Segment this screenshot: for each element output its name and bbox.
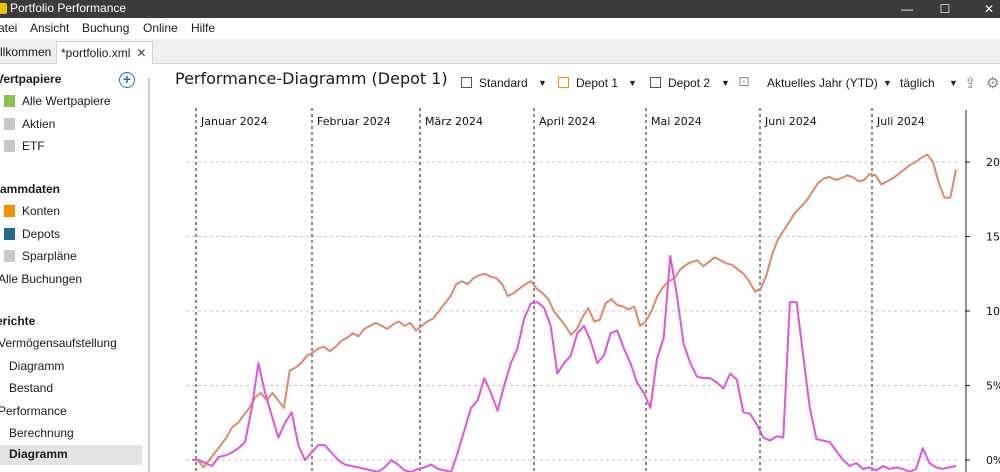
month-label: Februar 2024 [317,115,391,128]
y-tick-label: 5% [986,380,1000,393]
add-watchlist-icon[interactable]: + [119,72,135,88]
checkbox-icon [461,77,472,88]
taxonomy-icon [4,118,15,130]
checkbox-icon [650,77,661,88]
taxonomy-icon [4,140,15,152]
section-securities: Vertpapiere [0,72,62,86]
close-window-button[interactable]: ✕ [983,2,995,16]
app-icon [0,3,7,14]
month-label: Juli 2024 [876,115,925,128]
toggle-depot-1[interactable]: Depot 1 [558,76,618,92]
sidebar-item-label: Alle Buchungen [0,272,83,286]
account-icon [4,205,15,217]
sidebar-item-label: Depots [22,227,61,241]
sidebar-item-statement-of-assets[interactable]: Vermögensaufstellung [0,334,117,354]
settings-gear-icon[interactable]: ⚙ [986,75,1000,92]
sidebar-item-label: Berechnung [9,426,74,440]
sidebar-item-calculation[interactable]: Berechnung [9,424,74,444]
checkbox-icon [558,77,569,88]
menu-view[interactable]: Ansicht [30,21,70,35]
month-label: Mai 2024 [651,115,702,128]
series-line-depot-2 [192,254,957,472]
depot-1-dropdown-icon[interactable]: ▼ [628,78,637,88]
period-label: Aktuelles Jahr (YTD) [767,76,878,90]
title-bar: Portfolio Performance — ☐ ✕ [0,0,1000,18]
month-label: April 2024 [539,115,596,128]
sidebar-item-savings-plans[interactable]: Sparpläne [4,247,77,267]
window-title: Portfolio Performance [10,1,127,15]
interval-selector[interactable]: täglich [900,76,935,92]
sidebar-item-all-securities[interactable]: Alle Wertpapiere [4,92,111,112]
main-panel: Performance-Diagramm (Depot 1) Standard … [160,64,1000,472]
page-title: Performance-Diagramm (Depot 1) [175,69,448,88]
sidebar-item-label: Konten [22,204,61,218]
toggle-standard-label: Standard [479,76,528,90]
sidebar-item-label: Bestand [9,381,54,395]
sidebar-item-label: Vermögensaufstellung [0,336,117,350]
savings-plan-icon [4,250,15,262]
navigation-sidebar: Vertpapiere + Alle Wertpapiere Aktien ET… [0,64,158,472]
sidebar-item-accounts[interactable]: Konten [4,202,60,222]
section-reports: erichte [0,314,36,328]
menu-help[interactable]: Hilfe [191,21,216,35]
sidebar-item-label: Alle Wertpapiere [22,94,111,108]
export-icon[interactable]: ⇪ [964,75,977,92]
month-label: Juni 2024 [764,115,817,128]
sidebar-item-label: Diagramm [9,447,68,461]
y-tick-label: 20% [986,156,1000,169]
y-tick-label: 10% [986,305,1000,318]
editor-tabs: llkommen *portfolio.xml ✕ [0,39,1000,64]
sidebar-item-label: Performance [0,404,67,418]
menu-file[interactable]: atei [0,21,18,35]
minimize-button[interactable]: — [901,2,913,16]
sidebar-item-performance[interactable]: Performance [0,402,67,422]
sidebar-item-stocks[interactable]: Aktien [4,115,55,135]
period-dropdown-icon[interactable]: ▼ [883,78,892,88]
month-label: März 2024 [425,115,483,128]
securities-icon [4,95,15,107]
y-tick-label: 0% [986,454,1000,467]
interval-dropdown-icon[interactable]: ▼ [949,78,958,88]
sidebar-item-label: Sparpläne [22,249,77,263]
sidebar-item-label: ETF [22,139,45,153]
tab-portfolio[interactable]: *portfolio.xml ✕ [56,41,154,64]
toggle-depot-2[interactable]: Depot 2 [650,76,710,92]
interval-label: täglich [900,76,935,90]
add-series-icon[interactable]: ⊡ [738,73,750,89]
performance-chart: 20% 15% 10% 5% 0% Januar 2024 Februar 2024 März… [186,108,1000,472]
sidebar-item-all-transactions[interactable]: Alle Buchungen [0,270,82,290]
sidebar-item-performance-chart[interactable]: Diagramm [0,445,142,465]
period-selector[interactable]: Aktuelles Jahr (YTD) [767,76,878,92]
close-tab-icon[interactable]: ✕ [136,46,147,60]
depot-2-dropdown-icon[interactable]: ▼ [721,78,730,88]
menu-bar: atei Ansicht Buchung Online Hilfe [0,18,1000,39]
sidebar-item-assets-chart[interactable]: Diagramm [9,357,64,377]
toggle-depot-1-label: Depot 1 [576,76,619,90]
tab-welcome[interactable]: llkommen [0,41,57,64]
series-line-depot-1 [192,153,957,469]
sidebar-scrollbar[interactable] [148,78,150,472]
sidebar-item-portfolios[interactable]: Depots [4,225,60,245]
toggle-standard[interactable]: Standard [461,76,528,92]
sidebar-item-label: Diagramm [9,359,65,373]
toggle-depot-2-label: Depot 2 [668,76,711,90]
menu-transaction[interactable]: Buchung [82,21,130,35]
tab-welcome-label: llkommen [0,45,52,59]
sidebar-item-holdings[interactable]: Bestand [9,379,53,399]
y-tick-label: 15% [986,231,1000,244]
sidebar-item-label: Aktien [22,117,56,131]
standard-dropdown-icon[interactable]: ▼ [538,78,547,88]
month-label: Januar 2024 [200,115,268,128]
tab-portfolio-label: *portfolio.xml [61,46,131,60]
menu-online[interactable]: Online [143,21,178,35]
section-master-data: tammdaten [0,182,61,196]
sidebar-item-etf[interactable]: ETF [4,137,45,157]
maximize-button[interactable]: ☐ [939,2,951,16]
portfolio-icon [4,228,15,240]
